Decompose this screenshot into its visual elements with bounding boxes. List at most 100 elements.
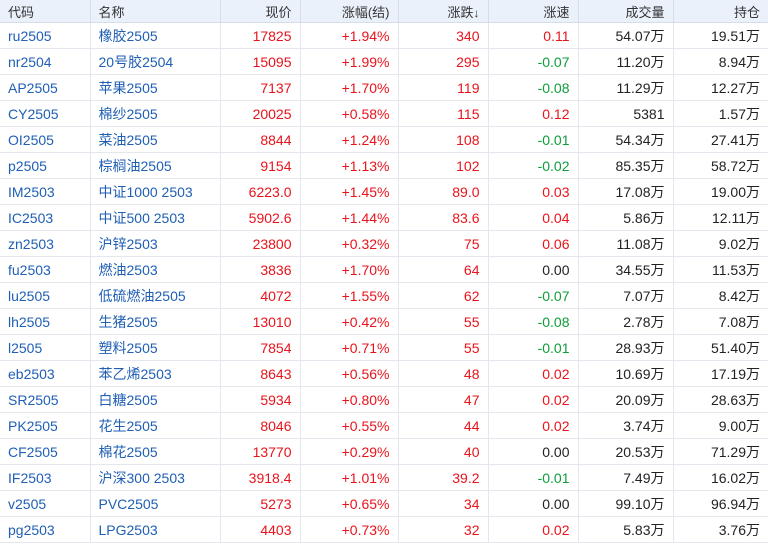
cell-name[interactable]: 棉花2505 [90,438,221,465]
cell-code[interactable]: IF2503 [0,464,91,491]
cell-name[interactable]: 中证1000 2503 [90,178,221,205]
cell-name[interactable]: 菜油2505 [90,126,221,153]
table-row[interactable]: pg2503 LPG2503 4403 +0.73% 32 0.02 5.83万 3.76万 [0,516,768,543]
cell-volume: 2.78万 [578,308,674,335]
cell-code[interactable]: eb2503 [0,360,91,387]
cell-price: 7137 [220,74,301,101]
table-row[interactable]: SR2505 白糖2505 5934 +0.80% 47 0.02 20.09万 28.63万 [0,386,768,413]
cell-open-interest: 19.00万 [673,178,768,205]
cell-name[interactable]: 中证500 2503 [90,204,221,231]
cell-name[interactable]: 20号胶2504 [90,48,221,75]
cell-name[interactable]: 棕榈油2505 [90,152,221,179]
cell-name[interactable]: 苯乙烯2503 [90,360,221,387]
cell-code[interactable]: zn2503 [0,230,91,257]
cell-code[interactable]: PK2505 [0,412,91,439]
column-header-speed[interactable]: 涨速 [488,0,579,23]
column-header-volume[interactable]: 成交量 [578,0,674,23]
column-header-change-pct[interactable]: 涨幅(结) [300,0,399,23]
cell-volume: 54.07万 [578,22,674,49]
cell-open-interest: 12.27万 [673,74,768,101]
table-row[interactable]: eb2503 苯乙烯2503 8643 +0.56% 48 0.02 10.69万 17.19… [0,360,768,387]
cell-change-pct: +1.45% [300,178,399,205]
cell-code[interactable]: nr2504 [0,48,91,75]
cell-price: 13770 [220,438,301,465]
cell-code[interactable]: pg2503 [0,516,91,543]
cell-name[interactable]: LPG2503 [90,516,221,543]
cell-name[interactable]: 低硫燃油2505 [90,282,221,309]
table-row[interactable]: l2505 塑料2505 7854 +0.71% 55 -0.01 28.93万 51.40万 [0,334,768,361]
cell-name[interactable]: 棉纱2505 [90,100,221,127]
cell-name[interactable]: PVC2505 [90,490,221,517]
column-header-name[interactable]: 名称 [90,0,221,23]
cell-name[interactable]: 苹果2505 [90,74,221,101]
table-row[interactable]: IM2503 中证1000 2503 6223.0 +1.45% 89.0 0.03 17.… [0,178,768,205]
cell-code[interactable]: lu2505 [0,282,91,309]
cell-price: 13010 [220,308,301,335]
table-row[interactable]: p2505 棕榈油2505 9154 +1.13% 102 -0.02 85.35万 58.7… [0,152,768,179]
table-row[interactable]: lh2505 生猪2505 13010 +0.42% 55 -0.08 2.78万 7.08万 [0,308,768,335]
cell-code[interactable]: CF2505 [0,438,91,465]
cell-change-pct: +0.71% [300,334,399,361]
table-row[interactable]: IF2503 沪深300 2503 3918.4 +1.01% 39.2 -0.01 7.4… [0,464,768,491]
table-row[interactable]: OI2505 菜油2505 8844 +1.24% 108 -0.01 54.34万 27.4… [0,126,768,153]
cell-code[interactable]: IC2503 [0,204,91,231]
cell-code[interactable]: fu2503 [0,256,91,283]
table-row[interactable]: fu2503 燃油2503 3836 +1.70% 64 0.00 34.55万 11.53万 [0,256,768,283]
cell-name[interactable]: 沪深300 2503 [90,464,221,491]
cell-code[interactable]: v2505 [0,490,91,517]
cell-code[interactable]: IM2503 [0,178,91,205]
cell-change-pct: +0.65% [300,490,399,517]
table-row[interactable]: ru2505 橡胶2505 17825 +1.94% 340 0.11 54.07万 19.5… [0,22,768,49]
cell-volume: 28.93万 [578,334,674,361]
cell-change: 47 [398,386,489,413]
cell-code[interactable]: l2505 [0,334,91,361]
cell-change: 119 [398,74,489,101]
cell-code[interactable]: ru2505 [0,22,91,49]
cell-speed: -0.07 [488,48,579,75]
cell-speed: -0.07 [488,282,579,309]
cell-change: 64 [398,256,489,283]
cell-name[interactable]: 花生2505 [90,412,221,439]
cell-price: 17825 [220,22,301,49]
column-header-change[interactable]: 涨跌↓ [398,0,489,23]
column-header-code[interactable]: 代码 [0,0,91,23]
cell-change: 48 [398,360,489,387]
column-header-price[interactable]: 现价 [220,0,301,23]
table-body: ru2505 橡胶2505 17825 +1.94% 340 0.11 54.07万 19.5… [0,22,768,543]
cell-code[interactable]: p2505 [0,152,91,179]
cell-name[interactable]: 白糖2505 [90,386,221,413]
table-row[interactable]: AP2505 苹果2505 7137 +1.70% 119 -0.08 11.29万 12.2… [0,74,768,101]
cell-change-pct: +0.55% [300,412,399,439]
cell-volume: 7.07万 [578,282,674,309]
table-row[interactable]: IC2503 中证500 2503 5902.6 +1.44% 83.6 0.04 5.86… [0,204,768,231]
cell-name[interactable]: 塑料2505 [90,334,221,361]
column-header-open-interest[interactable]: 持仓 [673,0,768,23]
table-row[interactable]: v2505 PVC2505 5273 +0.65% 34 0.00 99.10万 96.94万 [0,490,768,517]
cell-volume: 5.83万 [578,516,674,543]
cell-code[interactable]: AP2505 [0,74,91,101]
table-header-row: 代码 名称 现价 涨幅(结) 涨跌↓ 涨速 成交量 持仓 [0,0,768,23]
cell-name[interactable]: 生猪2505 [90,308,221,335]
cell-volume: 5381 [578,100,674,127]
cell-change: 115 [398,100,489,127]
cell-name[interactable]: 燃油2503 [90,256,221,283]
table-row[interactable]: nr2504 20号胶2504 15095 +1.99% 295 -0.07 11.20万 8… [0,48,768,75]
table-row[interactable]: lu2505 低硫燃油2505 4072 +1.55% 62 -0.07 7.07万 8.42… [0,282,768,309]
cell-code[interactable]: lh2505 [0,308,91,335]
cell-code[interactable]: CY2505 [0,100,91,127]
table-row[interactable]: zn2503 沪锌2503 23800 +0.32% 75 0.06 11.08万 9.02万 [0,230,768,257]
table-row[interactable]: CY2505 棉纱2505 20025 +0.58% 115 0.12 5381 1.57万 [0,100,768,127]
cell-change-pct: +0.42% [300,308,399,335]
cell-code[interactable]: SR2505 [0,386,91,413]
table-row[interactable]: PK2505 花生2505 8046 +0.55% 44 0.02 3.74万 9.00万 [0,412,768,439]
cell-code[interactable]: OI2505 [0,126,91,153]
cell-name[interactable]: 沪锌2503 [90,230,221,257]
cell-volume: 85.35万 [578,152,674,179]
cell-open-interest: 17.19万 [673,360,768,387]
cell-open-interest: 8.94万 [673,48,768,75]
column-header-change-label: 涨跌 [447,4,474,20]
cell-change: 44 [398,412,489,439]
table-row[interactable]: CF2505 棉花2505 13770 +0.29% 40 0.00 20.53万 71.29… [0,438,768,465]
cell-name[interactable]: 橡胶2505 [90,22,221,49]
cell-price: 8643 [220,360,301,387]
